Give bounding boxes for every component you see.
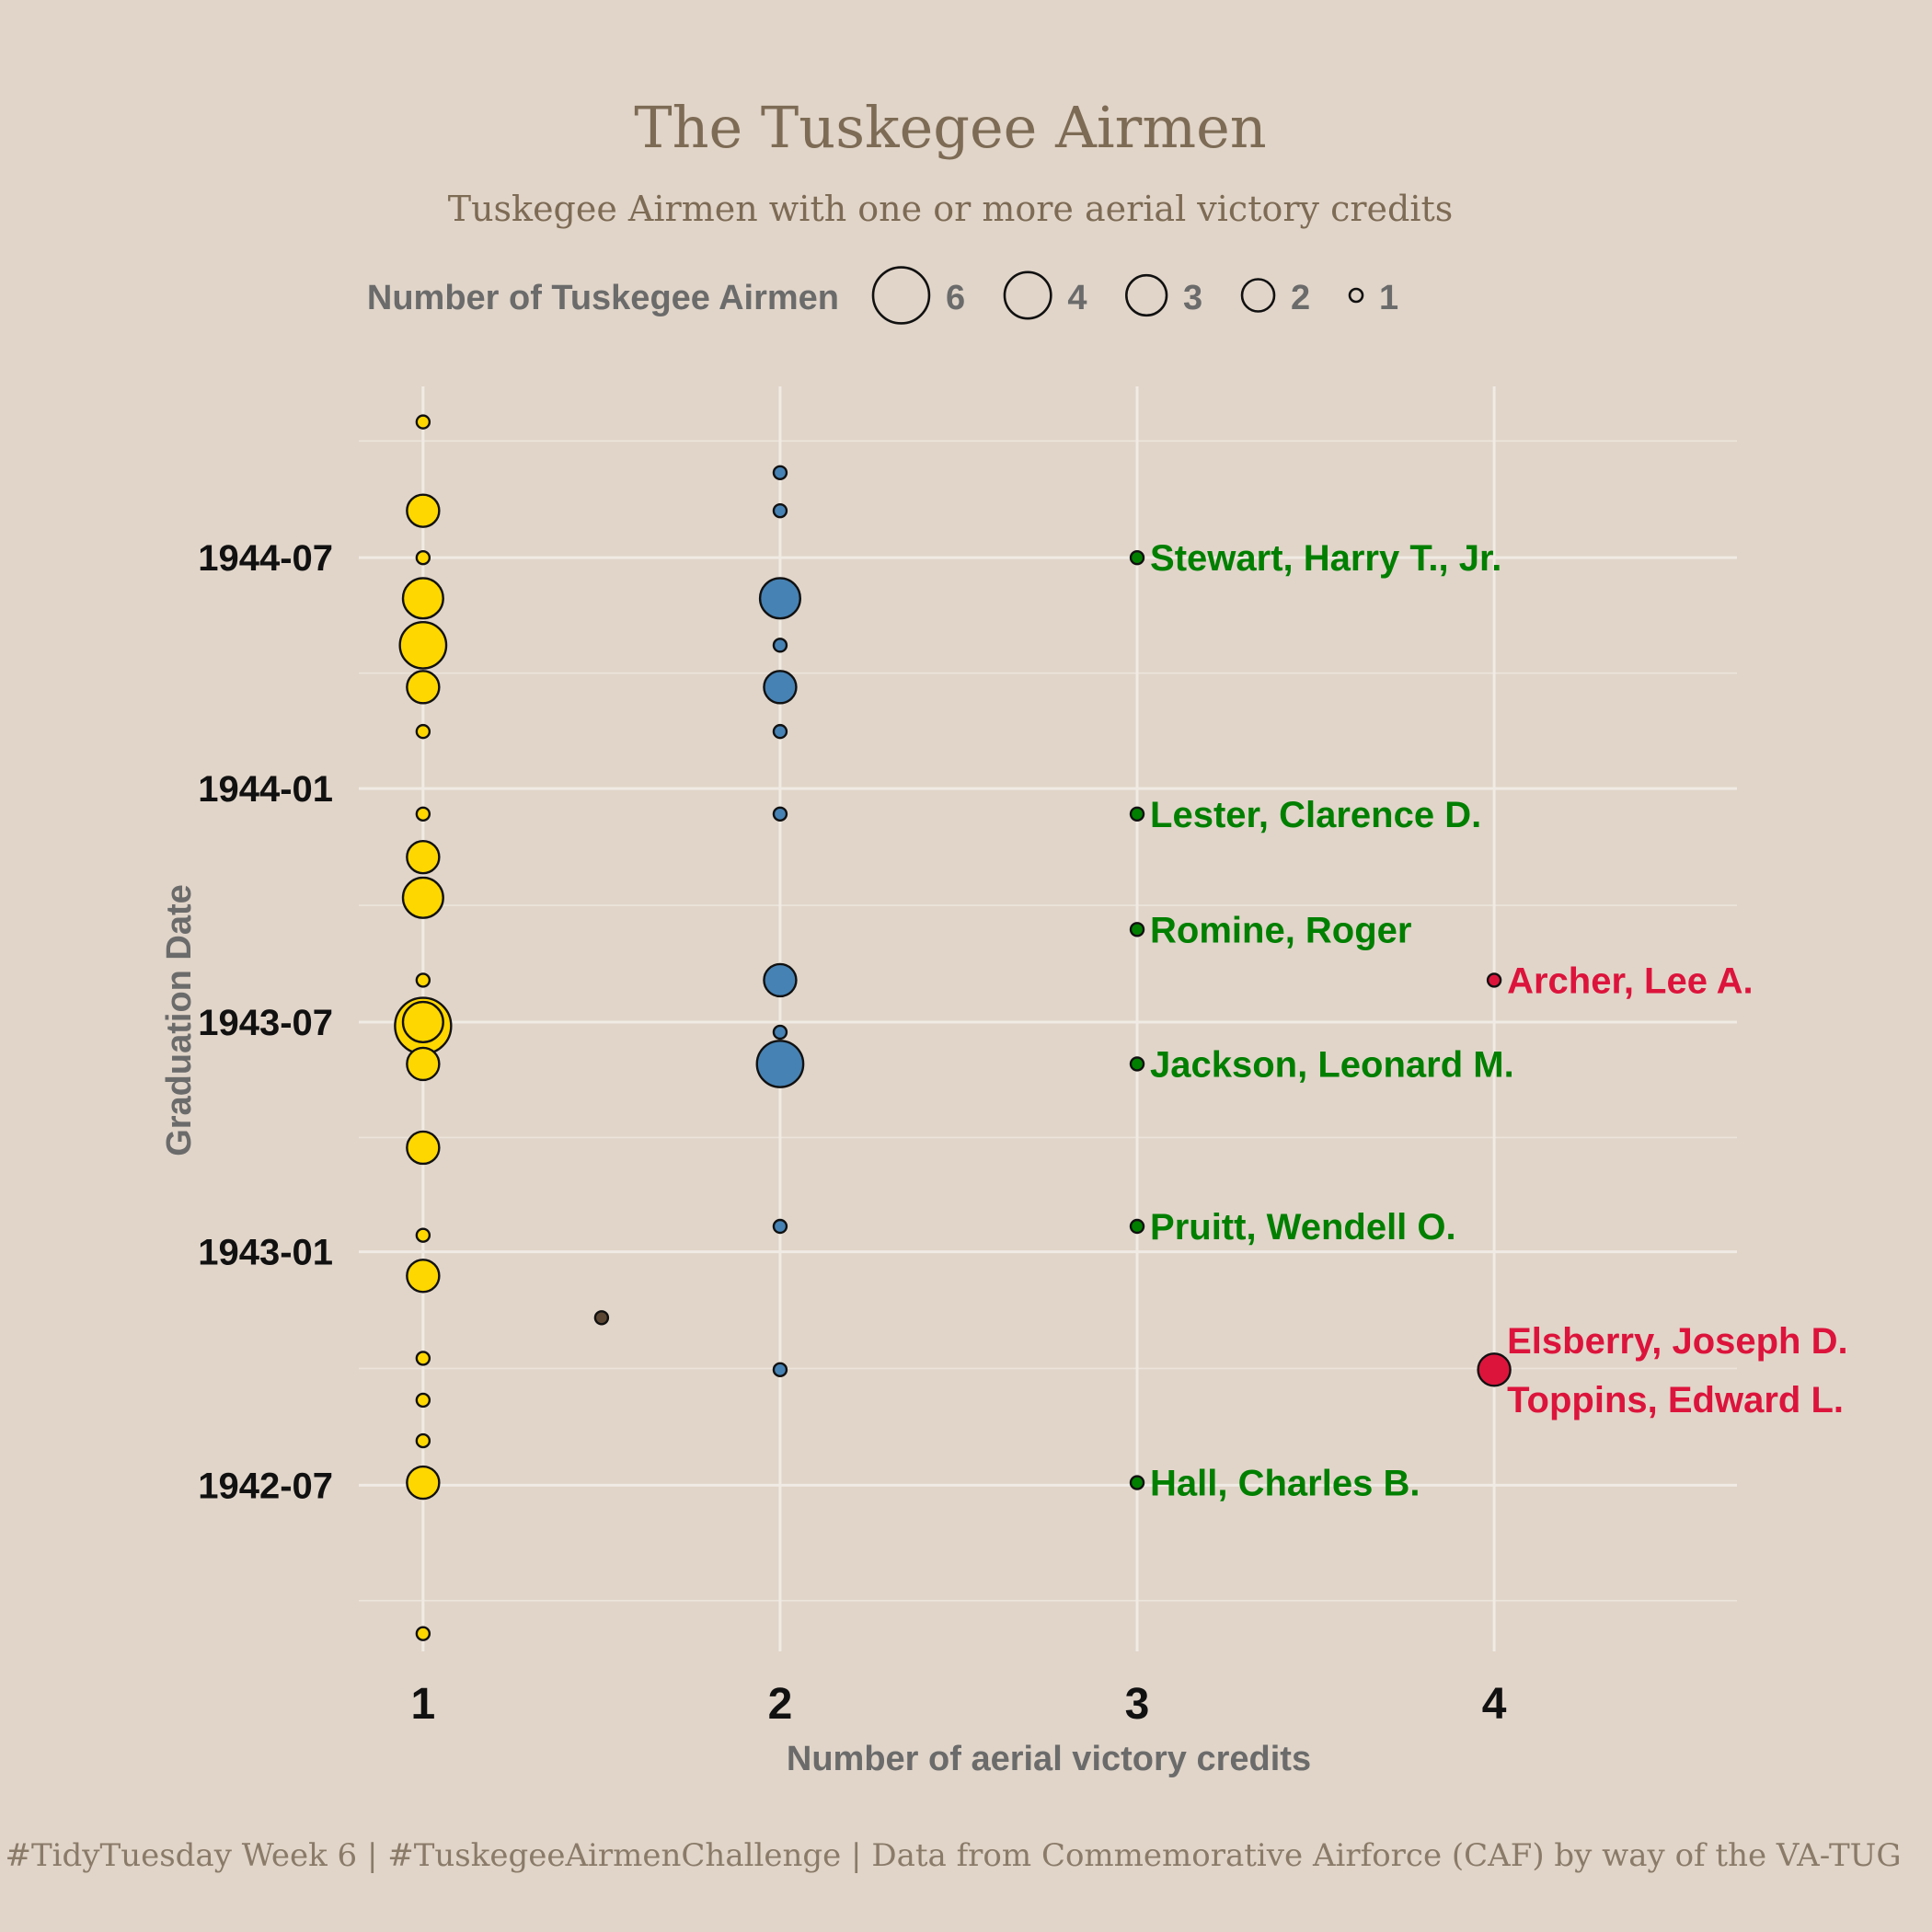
annotation-label: Elsberry, Joseph D. <box>1507 1321 1848 1362</box>
annotation-label: Pruitt, Wendell O. <box>1150 1207 1456 1248</box>
y-tick-label: 1942-07 <box>198 1466 333 1506</box>
data-point <box>406 493 441 528</box>
data-point <box>401 876 444 919</box>
legend-key-circle <box>1003 270 1052 320</box>
data-point <box>772 806 788 822</box>
data-point <box>415 1432 431 1449</box>
legend-key-label: 3 <box>1183 279 1202 317</box>
data-point <box>415 806 431 822</box>
data-point <box>772 465 788 480</box>
data-point <box>406 839 441 875</box>
data-point <box>1477 1352 1512 1387</box>
data-point <box>1129 1475 1145 1490</box>
legend-key-circle <box>1240 278 1276 313</box>
x-axis-ticks: 1 2 3 4 <box>411 1680 1507 1729</box>
data-point <box>763 670 798 705</box>
legend-key-label: 2 <box>1291 279 1310 317</box>
legend-key-label: 4 <box>1067 279 1087 317</box>
data-point <box>758 577 801 620</box>
point-annotations: Stewart, Harry T., Jr. Lester, Clarence D… <box>1150 538 1848 1503</box>
annotation-label: Stewart, Harry T., Jr. <box>1150 538 1501 579</box>
data-point <box>772 1218 788 1235</box>
data-point <box>755 1040 805 1088</box>
legend-key-circle <box>1348 287 1364 304</box>
annotation-label: Hall, Charles B. <box>1150 1464 1420 1504</box>
data-point <box>772 1024 788 1041</box>
data-point <box>401 577 444 620</box>
data-point <box>401 1000 444 1043</box>
annotation-label: Romine, Roger <box>1150 910 1411 950</box>
chart-subtitle: Tuskegee Airmen with one or more aerial … <box>448 189 1454 229</box>
data-points <box>394 414 1512 1641</box>
data-point <box>1129 806 1145 822</box>
data-point <box>772 502 788 519</box>
data-point <box>772 1362 788 1378</box>
chart-caption: #TidyTuesday Week 6 | #TuskegeeAirmenCha… <box>6 1837 1902 1874</box>
data-point <box>772 638 788 653</box>
y-axis-title: Graduation Date <box>160 884 199 1156</box>
data-point <box>406 1465 441 1501</box>
data-point <box>406 1046 441 1082</box>
annotation-label: Archer, Lee A. <box>1507 960 1754 1001</box>
grid-lines <box>359 386 1737 1651</box>
data-point <box>406 1259 441 1294</box>
y-axis-ticks: 1942-07 1943-01 1943-07 1944-01 1944-07 <box>198 538 333 1506</box>
x-tick-label: 2 <box>768 1680 793 1729</box>
data-point <box>415 723 431 740</box>
data-point <box>772 723 788 740</box>
legend-title: Number of Tuskegee Airmen <box>367 279 839 317</box>
data-point <box>398 620 448 670</box>
data-point <box>763 962 798 998</box>
x-tick-label: 3 <box>1125 1680 1150 1729</box>
legend-key-circle <box>1125 273 1168 317</box>
data-point <box>415 1392 431 1409</box>
y-tick-label: 1944-01 <box>198 769 333 810</box>
data-point <box>1129 922 1145 937</box>
data-point <box>415 1351 431 1366</box>
x-axis-title: Number of aerial victory credits <box>787 1740 1311 1778</box>
data-point <box>1129 1056 1145 1072</box>
data-point <box>415 414 431 430</box>
annotation-label: Toppins, Edward L. <box>1507 1380 1844 1420</box>
data-point <box>415 1626 431 1641</box>
size-legend: Number of Tuskegee Airmen 6 4 3 2 1 <box>367 266 1398 325</box>
data-point <box>406 1130 441 1166</box>
data-point <box>406 670 441 705</box>
annotation-label: Jackson, Leonard M. <box>1150 1044 1514 1085</box>
legend-key-label: 1 <box>1379 279 1398 317</box>
data-point <box>1486 972 1502 988</box>
y-tick-label: 1943-07 <box>198 1003 333 1043</box>
x-tick-label: 1 <box>411 1680 436 1729</box>
data-point <box>415 972 431 988</box>
chart-title: The Tuskegee Airmen <box>634 94 1266 161</box>
data-point <box>1129 549 1145 566</box>
data-point <box>1129 1218 1145 1235</box>
data-point <box>415 549 431 566</box>
x-tick-label: 4 <box>1482 1680 1507 1729</box>
y-tick-label: 1944-07 <box>198 538 333 579</box>
y-tick-label: 1943-01 <box>198 1233 333 1273</box>
legend-key-circle <box>871 266 931 325</box>
annotation-label: Lester, Clarence D. <box>1150 795 1481 835</box>
legend-key-label: 6 <box>946 279 965 317</box>
data-point <box>593 1310 610 1326</box>
data-point <box>415 1227 431 1243</box>
